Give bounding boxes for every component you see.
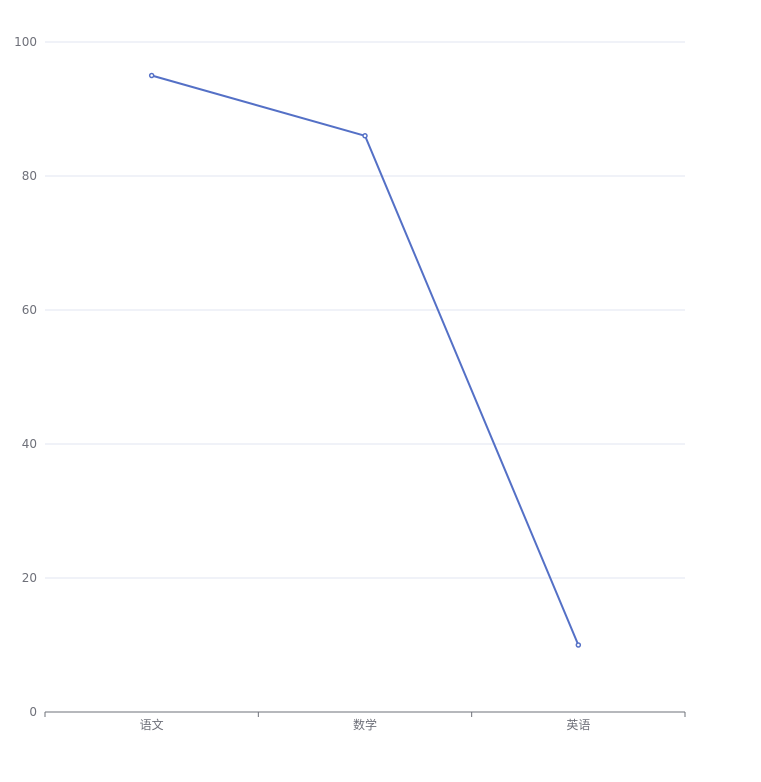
y-tick-label: 60	[22, 303, 37, 317]
x-tick-label: 数学	[353, 717, 377, 732]
x-tick-label: 语文	[140, 717, 164, 732]
x-axis: 语文 数学 英语	[44, 711, 686, 732]
y-tick-label: 20	[22, 571, 37, 585]
x-tick-label: 英语	[566, 718, 590, 732]
y-tick-label: 0	[29, 705, 37, 719]
data-point-语文[interactable]	[148, 72, 155, 79]
series-line	[151, 74, 580, 646]
grid-layer	[45, 41, 685, 579]
y-tick-label: 40	[22, 437, 37, 451]
y-tick-label: 100	[14, 35, 37, 49]
y-tick-label: 80	[22, 169, 37, 183]
series-layer	[148, 72, 582, 648]
data-point-数学[interactable]	[362, 133, 368, 139]
y-axis-tick-labels: 0 20 40 60 80 100	[14, 35, 37, 719]
data-point-英语[interactable]	[575, 642, 582, 648]
